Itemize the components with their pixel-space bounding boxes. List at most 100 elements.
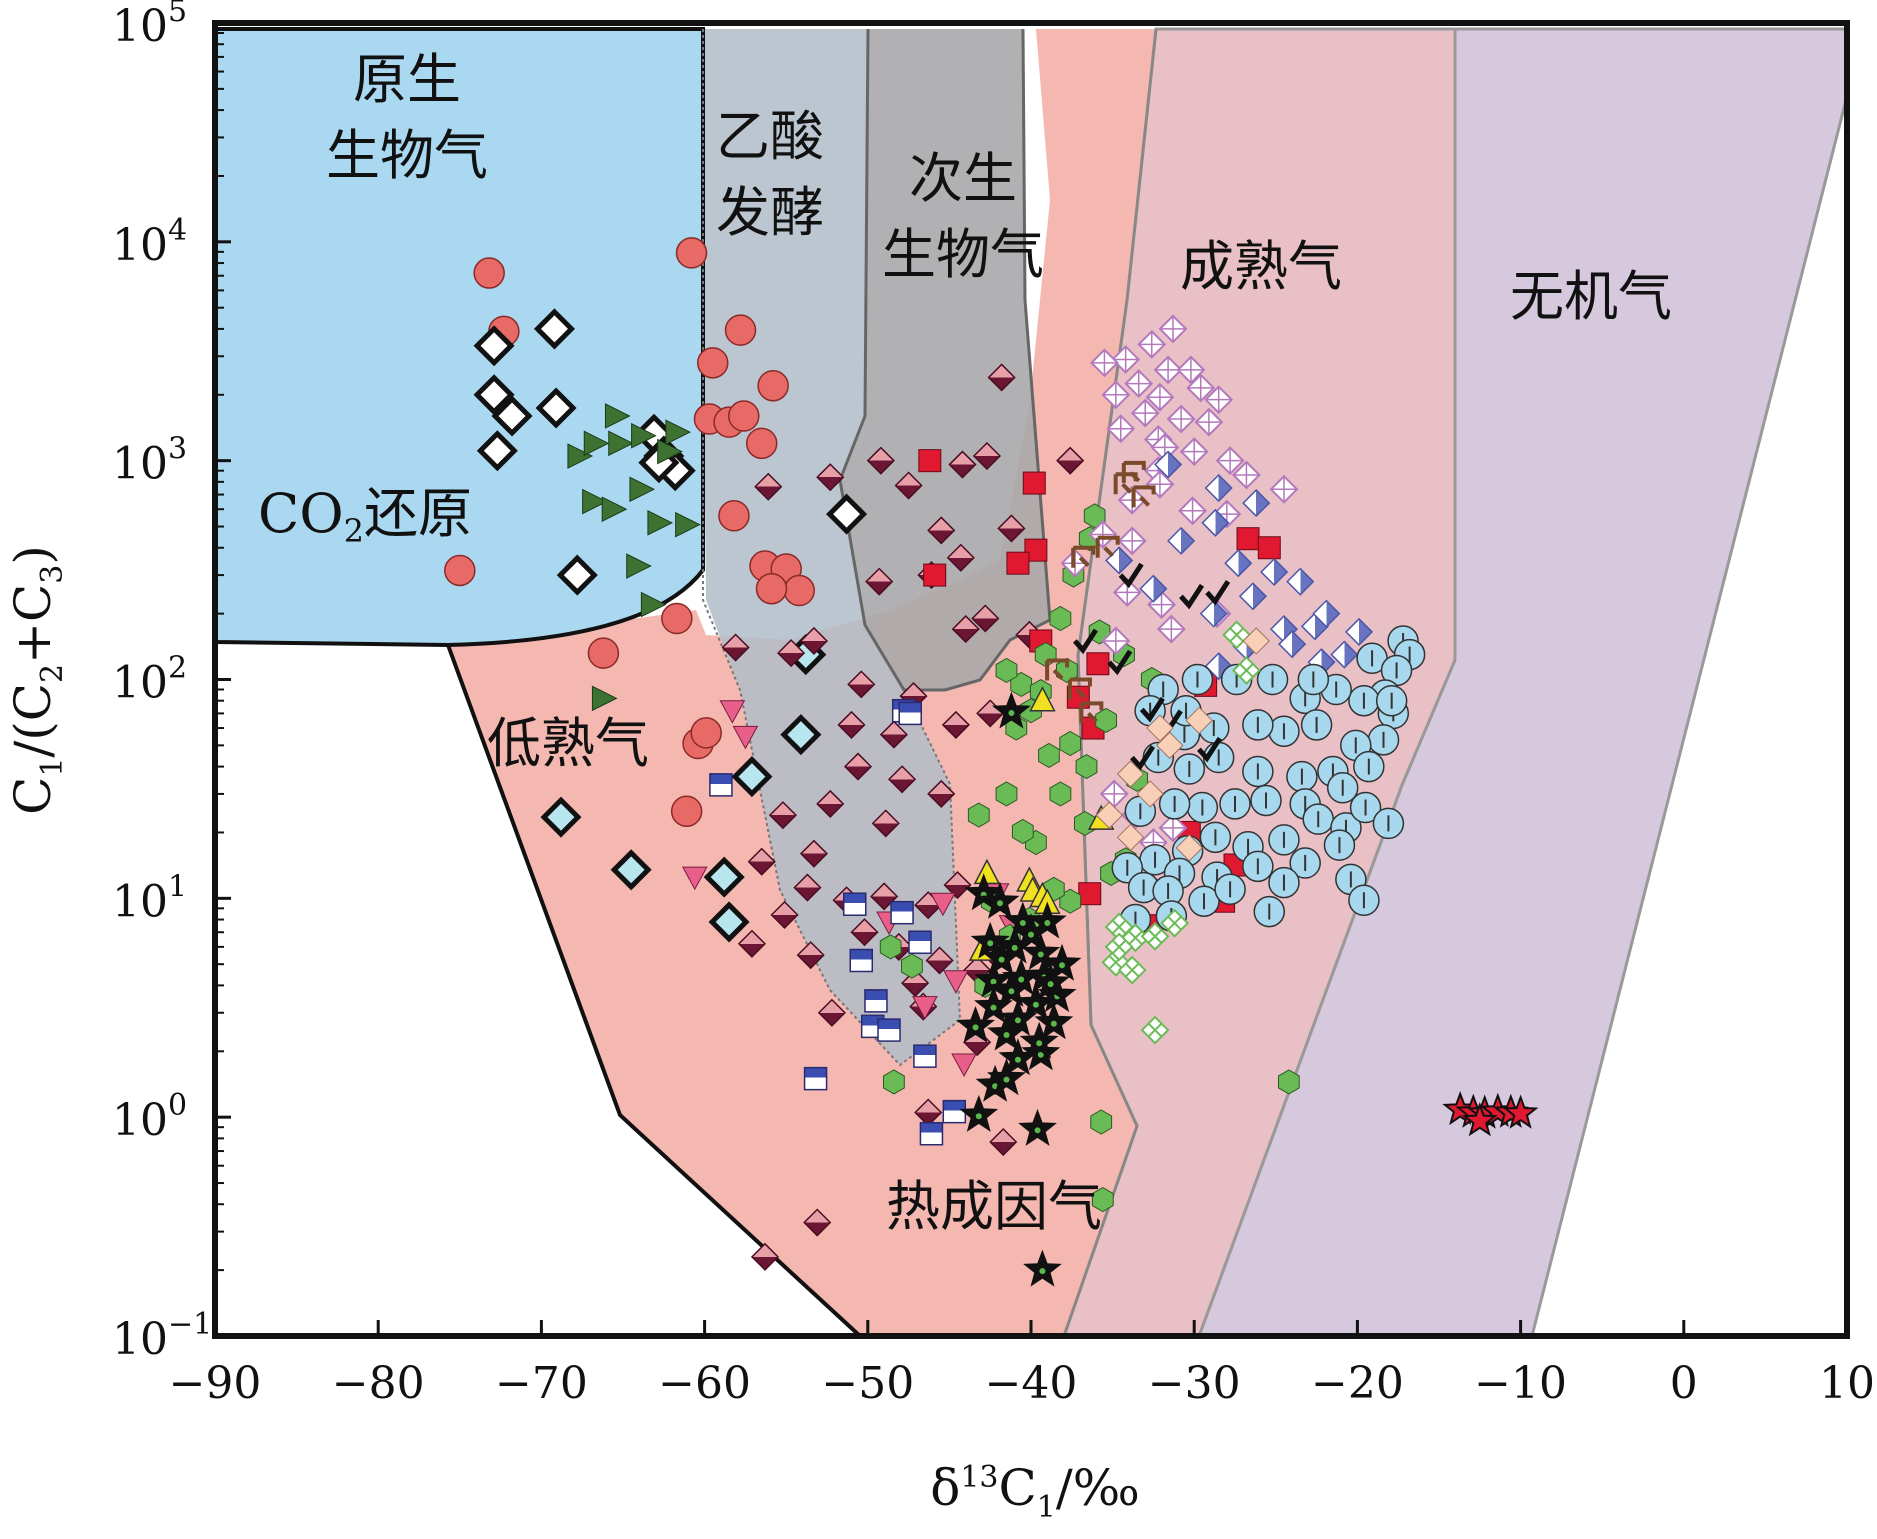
data-point-square-blue [908, 930, 932, 954]
data-point-diamond-peach [1146, 714, 1174, 742]
y-tick-label: 101 [112, 869, 187, 927]
data-point-diamond-maroon [946, 543, 975, 572]
region-label-line: 乙酸 [716, 105, 824, 168]
data-point-triangle-right [675, 511, 701, 538]
data-point-half-blue [1199, 599, 1228, 628]
data-point-circle-lightblue [1286, 760, 1318, 793]
data-point-diamond-open-purple [1194, 407, 1224, 437]
data-point-star-dark [982, 938, 1022, 976]
label-co2-reduction: CO2还原 [258, 482, 472, 550]
data-point-half-blue [1312, 599, 1341, 628]
data-point-bracket-brown [1045, 658, 1070, 681]
data-point-half-blue [1224, 549, 1253, 578]
x-tick-label: −10 [1474, 1358, 1567, 1409]
region-label-line: 次生 [909, 147, 1017, 210]
data-point-diamond-maroon [943, 870, 972, 900]
data-point-star-dark [1021, 1033, 1061, 1071]
data-point-check-black [1118, 562, 1144, 589]
data-point-diamond-maroon [888, 765, 917, 794]
data-point-diamond-open [556, 554, 598, 596]
data-point-star-dark [974, 986, 1013, 1024]
data-point-diamond-open-purple [1156, 614, 1186, 644]
data-point-check-black [1197, 736, 1222, 763]
x-axis: −90 −80 −70 −60 −50 −40 −30 −20 −10 0 10 [169, 1320, 1875, 1409]
data-point-diamond-open-purple [1117, 526, 1147, 556]
data-point-square-blue [842, 892, 867, 916]
data-point-bracket-brown [1131, 485, 1156, 508]
data-point-circle [690, 717, 722, 749]
data-point-diamond-open-purple [1101, 626, 1131, 656]
data-point-diamond-maroon [871, 809, 900, 838]
y-tick-label: 102 [112, 651, 187, 709]
region-labels: 原生生物气 CO2还原 乙酸发酵 次生生物气 低熟气 成熟气 无机气 热成因气 [258, 48, 1672, 1238]
data-point-half-blue [1154, 450, 1183, 479]
data-point-triangle-down [912, 996, 938, 1020]
data-point-triangle-down [681, 866, 708, 891]
data-point-triangle-right [631, 422, 657, 449]
data-point-triangle-down [951, 1053, 977, 1078]
data-point-bracket-brown [1095, 535, 1120, 558]
data-point-circle [697, 347, 729, 379]
data-point-circle-lightblue [1268, 715, 1300, 748]
data-point-diamond-open-purple [1179, 437, 1209, 467]
data-point-triangle-down [719, 700, 746, 724]
data-point-diamond-maroon [843, 752, 873, 781]
data-point-circle-lightblue [1199, 821, 1232, 854]
data-point-half-blue [1139, 574, 1168, 603]
data-point-diamond-maroon [850, 918, 879, 947]
data-point-diamond-cross-green [1117, 955, 1147, 985]
data-point-hexagon [1059, 730, 1082, 757]
y-axis: 10−1 100 101 102 103 104 105 [112, 0, 231, 1365]
data-point-circle [587, 637, 620, 669]
data-point-diamond-cyan [731, 756, 773, 798]
data-point-diamond-open-purple [1176, 355, 1206, 385]
data-point-star-dark [1021, 932, 1061, 970]
data-point-diamond-maroon [750, 1242, 780, 1271]
x-tick-label: 10 [1819, 1358, 1875, 1409]
data-point-hexagon [1278, 1069, 1300, 1095]
data-point-diamond-maroon [837, 710, 866, 739]
data-point-circle-lightblue [1367, 724, 1400, 756]
data-point-square-blue [864, 989, 888, 1013]
label-primary-biogenic: 原生生物气 [326, 48, 488, 187]
data-point-diamond-open-purple [1137, 329, 1167, 359]
data-point-diamond-cyan [540, 796, 582, 838]
data-point-diamond-maroon [879, 720, 908, 749]
data-point-circle-lightblue [1375, 684, 1408, 717]
data-point-star-dark [1011, 913, 1051, 951]
data-point-diamond-maroon [768, 801, 797, 830]
data-point-bracket-brown [1079, 701, 1104, 724]
data-point-circle [473, 257, 505, 289]
data-point-check-black [1205, 580, 1231, 606]
data-point-hexagon [1011, 818, 1034, 845]
data-point-diamond-cyan [708, 901, 750, 943]
data-point-circle-lightblue [1348, 684, 1380, 717]
data-point-half-blue [1238, 582, 1268, 611]
data-point-star-dark [956, 1005, 995, 1043]
data-point-circle-lightblue [1289, 847, 1321, 879]
data-point-diamond-cross-green [1104, 932, 1134, 962]
data-point-circle-lightblue [1326, 772, 1359, 804]
data-point-diamond-cyan [610, 849, 652, 891]
data-point-diamond-open-purple [1166, 404, 1196, 434]
data-point-circle [661, 602, 693, 635]
data-point-diamond-maroon [971, 604, 1000, 633]
data-point-triangle-down [943, 970, 969, 994]
data-point-diamond-peach [1185, 706, 1213, 735]
data-point-circle-lightblue [1268, 824, 1300, 856]
data-point-half-blue [1330, 640, 1359, 669]
data-point-circle [675, 237, 708, 269]
data-point-circle-lightblue [1219, 788, 1251, 820]
data-point-circle-lightblue [1300, 709, 1333, 741]
region-secondary-biogenic [840, 29, 1050, 690]
data-point-diamond-maroon [747, 847, 776, 876]
data-point-hexagon [995, 781, 1018, 807]
data-point-diamond-maroon [941, 710, 970, 739]
data-point-diamond-open-purple [1145, 382, 1175, 412]
x-tick-label: −90 [169, 1358, 262, 1409]
data-point-square-red [1257, 536, 1281, 560]
data-point-star-dark [959, 1094, 999, 1132]
data-point-circle [757, 369, 789, 402]
